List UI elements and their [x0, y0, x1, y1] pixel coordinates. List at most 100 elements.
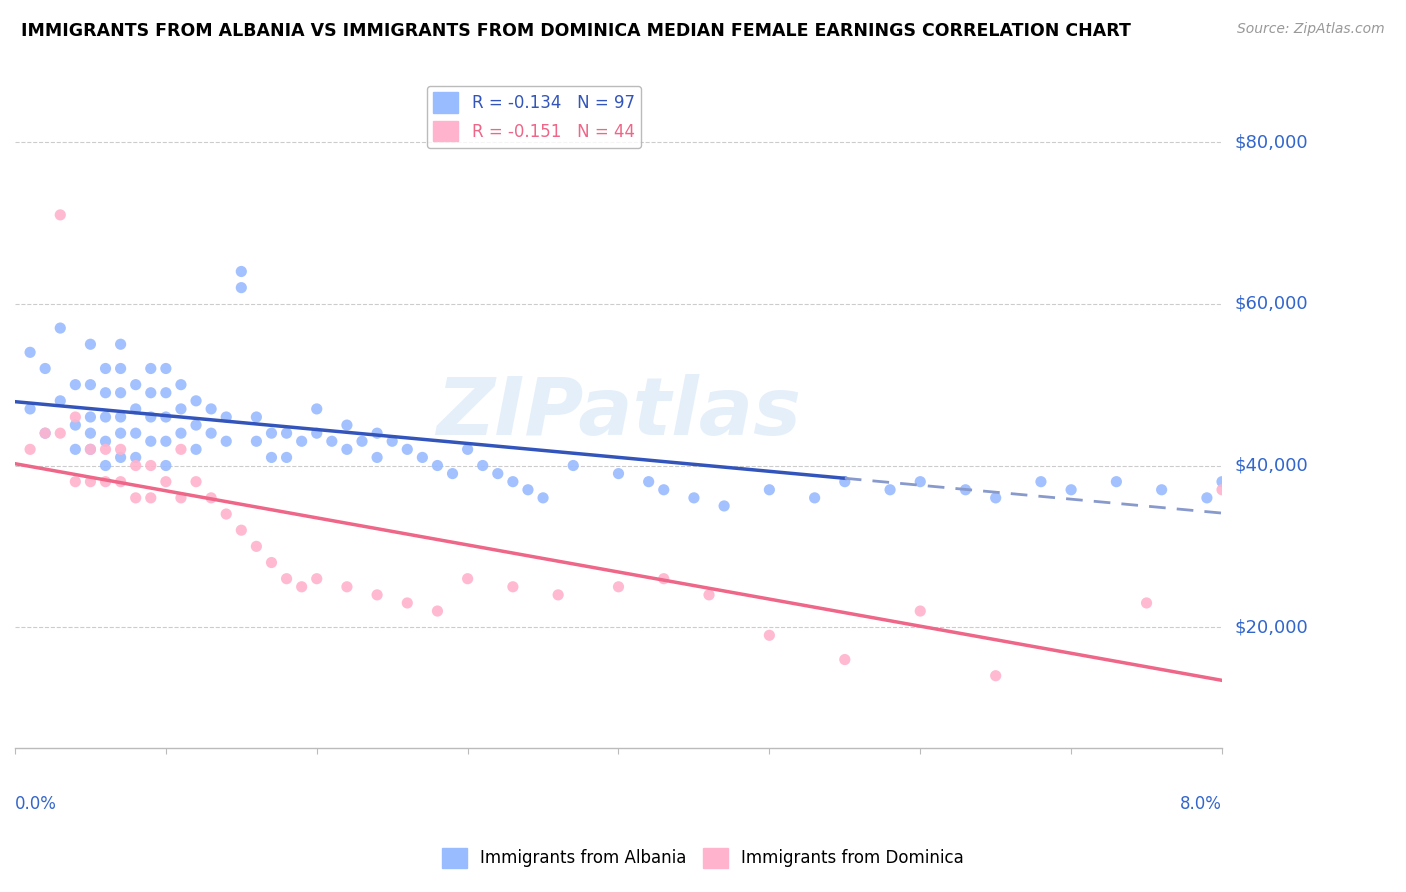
Point [79, 475, 101, 489]
Point [49, 393, 72, 408]
Point [94, 434, 117, 449]
Point [291, 434, 314, 449]
Point [321, 434, 343, 449]
Point [366, 588, 388, 602]
Point [1286, 483, 1309, 497]
Point [336, 580, 359, 594]
Point [336, 418, 359, 433]
Point [486, 467, 509, 481]
Point [110, 426, 132, 441]
Point [94, 409, 117, 424]
Point [110, 442, 132, 457]
Point [758, 483, 780, 497]
Point [94, 458, 117, 473]
Point [652, 572, 675, 586]
Text: 0.0%: 0.0% [15, 796, 56, 814]
Point [910, 475, 932, 489]
Point [984, 669, 1007, 683]
Legend: Immigrants from Albania, Immigrants from Dominica: Immigrants from Albania, Immigrants from… [434, 841, 972, 875]
Point [231, 280, 253, 294]
Point [366, 450, 388, 465]
Point [547, 588, 569, 602]
Point [79, 337, 101, 351]
Point [184, 393, 207, 408]
Point [1241, 483, 1264, 497]
Point [200, 426, 222, 441]
Point [18, 401, 41, 416]
Point [834, 475, 856, 489]
Point [231, 264, 253, 278]
Point [426, 604, 449, 618]
Point [381, 434, 404, 449]
Point [170, 442, 193, 457]
Point [139, 361, 162, 376]
Point [155, 458, 177, 473]
Point [1029, 475, 1052, 489]
Point [94, 442, 117, 457]
Point [396, 596, 419, 610]
Point [517, 483, 540, 497]
Point [215, 434, 238, 449]
Text: IMMIGRANTS FROM ALBANIA VS IMMIGRANTS FROM DOMINICA MEDIAN FEMALE EARNINGS CORRE: IMMIGRANTS FROM ALBANIA VS IMMIGRANTS FR… [21, 22, 1130, 40]
Point [125, 401, 148, 416]
Text: $60,000: $60,000 [1234, 295, 1308, 313]
Point [276, 426, 298, 441]
Point [245, 434, 267, 449]
Point [79, 442, 101, 457]
Point [125, 458, 148, 473]
Point [170, 491, 193, 505]
Point [110, 409, 132, 424]
Point [652, 483, 675, 497]
Point [1135, 596, 1157, 610]
Point [834, 652, 856, 666]
Point [336, 442, 359, 457]
Point [607, 467, 630, 481]
Point [155, 361, 177, 376]
Point [411, 450, 433, 465]
Point [34, 426, 56, 441]
Point [125, 426, 148, 441]
Point [94, 475, 117, 489]
Point [34, 426, 56, 441]
Point [441, 467, 464, 481]
Point [65, 442, 87, 457]
Point [49, 321, 72, 335]
Point [184, 442, 207, 457]
Point [260, 426, 283, 441]
Point [139, 409, 162, 424]
Point [396, 442, 419, 457]
Point [65, 409, 87, 424]
Point [305, 401, 328, 416]
Point [125, 491, 148, 505]
Text: ZIPatlas: ZIPatlas [436, 374, 801, 452]
Point [1060, 483, 1083, 497]
Point [49, 426, 72, 441]
Point [291, 580, 314, 594]
Point [170, 377, 193, 392]
Point [139, 385, 162, 400]
Text: $80,000: $80,000 [1234, 133, 1308, 151]
Legend: R = -0.134   N = 97, R = -0.151   N = 44: R = -0.134 N = 97, R = -0.151 N = 44 [426, 86, 641, 148]
Point [245, 409, 267, 424]
Point [276, 572, 298, 586]
Point [139, 434, 162, 449]
Point [110, 385, 132, 400]
Point [305, 426, 328, 441]
Point [531, 491, 554, 505]
Point [457, 442, 479, 457]
Point [155, 475, 177, 489]
Point [184, 475, 207, 489]
Point [79, 426, 101, 441]
Text: $20,000: $20,000 [1234, 618, 1308, 636]
Point [65, 475, 87, 489]
Point [1256, 475, 1278, 489]
Text: $40,000: $40,000 [1234, 457, 1308, 475]
Point [1150, 483, 1173, 497]
Point [18, 345, 41, 359]
Point [125, 450, 148, 465]
Point [607, 580, 630, 594]
Point [155, 409, 177, 424]
Point [79, 377, 101, 392]
Point [879, 483, 901, 497]
Point [170, 426, 193, 441]
